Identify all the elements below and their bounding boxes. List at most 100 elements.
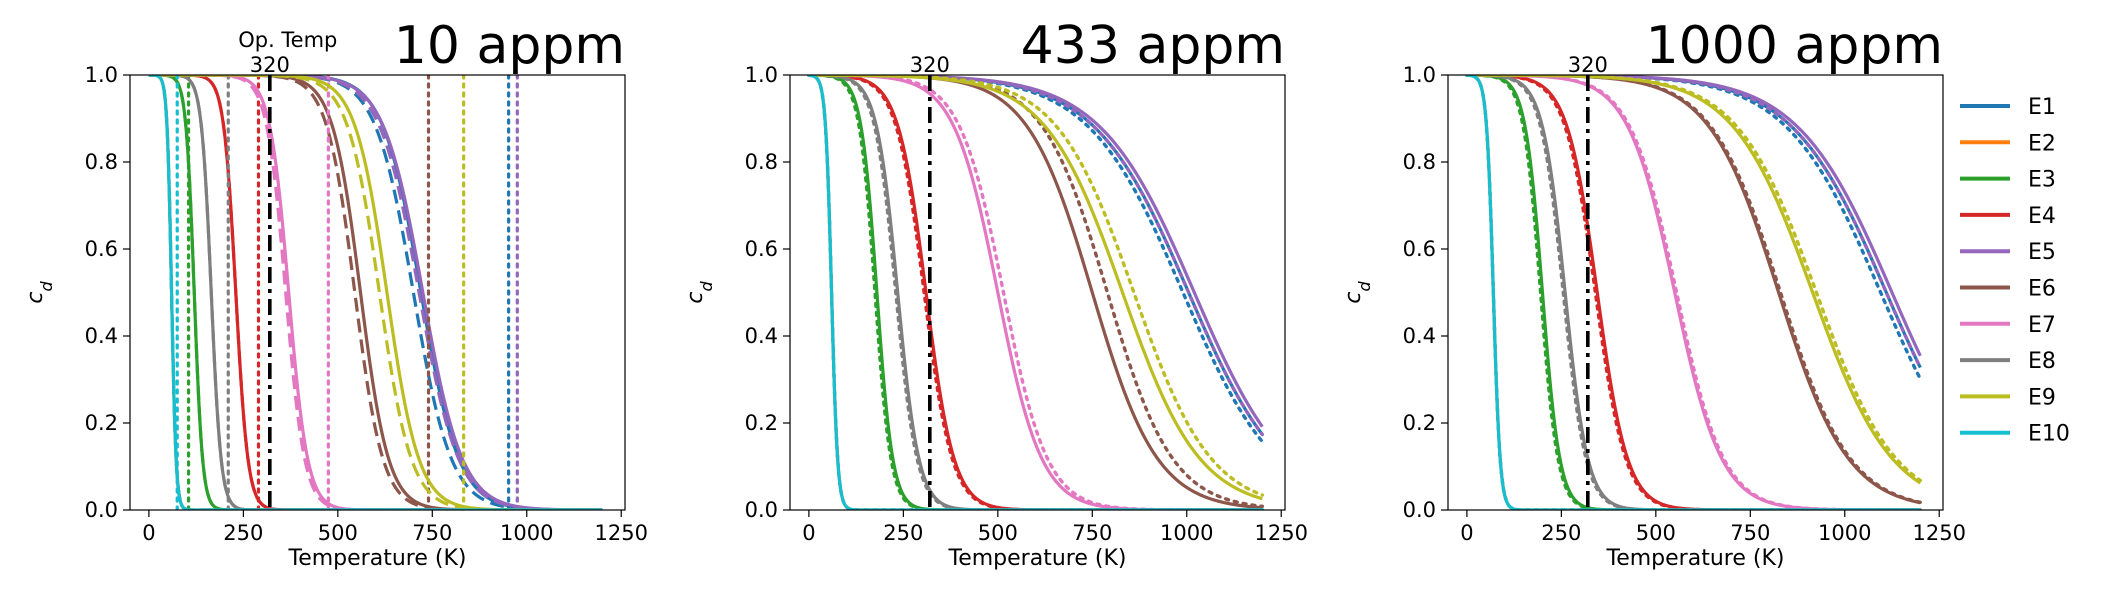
x-tick-label: 1000 <box>1818 521 1871 545</box>
y-tick-label: 0.0 <box>85 498 118 522</box>
panel-2: 0 250 500 750 1000 1250 0.0 0.2 0.4 0.6 0.8 1.0 Temp… <box>683 16 1308 571</box>
series-line-E8 <box>808 75 1263 510</box>
x-tick-label: 750 <box>1730 521 1770 545</box>
series-E8 <box>148 75 603 510</box>
series-line-E7 <box>148 75 603 510</box>
y-tick-label: 0.0 <box>745 498 778 522</box>
series-dashed-E7 <box>148 75 603 510</box>
x-tick-label: 500 <box>318 521 358 545</box>
y-axis-label-main: c <box>683 292 708 304</box>
series-E9 <box>148 75 603 510</box>
series-E8 <box>807 75 1265 510</box>
series-line-E5 <box>148 75 603 510</box>
panel-title: 10 appm <box>394 16 625 76</box>
y-tick-label: 0.2 <box>1403 411 1436 435</box>
x-tick-label: 750 <box>412 521 452 545</box>
series-dashed-E10 <box>148 75 603 510</box>
axes-frame <box>129 74 626 511</box>
x-tick-label: 0 <box>142 521 155 545</box>
y-tick-label: 0.4 <box>745 324 778 348</box>
y-axis-label: cd <box>683 281 716 304</box>
series-dotted-E10 <box>1465 75 1923 510</box>
series-E6 <box>148 75 603 510</box>
y-tick-label: 0.6 <box>1403 237 1436 261</box>
series-line-E8 <box>1466 75 1921 510</box>
y-tick-label: 0.0 <box>1403 498 1436 522</box>
series-line-E9 <box>1466 75 1922 485</box>
y-axis-label: cd <box>1341 281 1374 304</box>
y-tick-label: 0.6 <box>85 237 118 261</box>
series-dashed-E8 <box>148 75 603 510</box>
legend-label-E10: E10 <box>2028 422 2070 447</box>
series-line-E2 <box>148 75 603 510</box>
x-tick-label: 250 <box>1541 521 1581 545</box>
series-E5 <box>148 75 603 510</box>
y-tick-label: 0.4 <box>85 324 118 348</box>
series-dotted-E2 <box>1465 75 1923 510</box>
series-dotted-E7 <box>1465 75 1923 510</box>
series-E6 <box>1465 75 1923 505</box>
series-dashed-E9 <box>148 75 603 510</box>
op-temp-value-label: 320 <box>250 53 290 77</box>
series-line-E7 <box>1466 75 1921 510</box>
x-tick-label: 500 <box>978 521 1018 545</box>
series-dotted-E9 <box>1465 75 1923 483</box>
series-E4 <box>1465 75 1923 510</box>
series-dashed-E5 <box>148 75 603 510</box>
y-axis-label-sub: d <box>37 281 56 292</box>
series-line-E6 <box>1466 75 1921 505</box>
series-dotted-E8 <box>807 75 1265 510</box>
legend-label-E9: E9 <box>2028 385 2056 410</box>
series-line-E3 <box>1466 75 1921 510</box>
plot-area <box>807 75 1265 510</box>
plot-area <box>1465 75 1923 510</box>
op-temp-annotation: Op. Temp <box>238 28 337 52</box>
panel-title: 433 appm <box>1021 16 1285 76</box>
series-E1 <box>148 75 603 510</box>
x-axis-label: Temperature (K) <box>288 546 467 571</box>
series-line-E4 <box>1466 75 1921 510</box>
y-axis-label-sub: d <box>697 281 716 292</box>
x-tick-label: 250 <box>883 521 923 545</box>
series-E3 <box>148 75 603 510</box>
series-E9 <box>807 75 1265 501</box>
legend-label-E3: E3 <box>2028 168 2056 193</box>
x-tick-label: 500 <box>1636 521 1676 545</box>
series-line-E2 <box>1466 75 1921 510</box>
op-temp-value-label: 320 <box>910 53 950 77</box>
series-line-E10 <box>148 75 603 510</box>
x-axis-label: Temperature (K) <box>948 546 1127 571</box>
legend-label-E8: E8 <box>2028 349 2056 374</box>
legend: E1 E2 E3 E4 E5 E6 E7 E8 E9 E10 <box>1960 95 2070 447</box>
series-line-E1 <box>148 75 603 510</box>
legend-label-E5: E5 <box>2028 240 2056 265</box>
series-line-E6 <box>148 75 603 510</box>
series-dashed-E1 <box>148 75 603 510</box>
y-axis-label-main: c <box>23 292 48 304</box>
y-tick-label: 0.8 <box>745 150 778 174</box>
series-dashed-E2 <box>148 75 603 510</box>
panel-3: 0 250 500 750 1000 1250 0.0 0.2 0.4 0.6 0.8 1.0 Temp… <box>1341 16 1966 571</box>
series-dotted-E6 <box>1465 75 1923 505</box>
y-axis-label-sub: d <box>1355 281 1374 292</box>
x-tick-label: 0 <box>1460 521 1473 545</box>
series-dashed-E4 <box>148 75 603 510</box>
legend-label-E7: E7 <box>2028 313 2056 338</box>
x-tick-label: 1000 <box>1160 521 1213 545</box>
axes-frame <box>789 74 1286 511</box>
series-dashed-E3 <box>148 75 603 510</box>
x-tick-label: 0 <box>802 521 815 545</box>
x-tick-label: 1250 <box>1254 521 1307 545</box>
axes-frame <box>1447 74 1944 511</box>
series-dotted-E8 <box>1465 75 1923 510</box>
series-E8 <box>1465 75 1923 510</box>
y-axis-label: cd <box>23 281 56 304</box>
x-tick-label: 750 <box>1072 521 1112 545</box>
series-line-E3 <box>148 75 603 510</box>
legend-label-E2: E2 <box>2028 131 2056 156</box>
y-tick-label: 0.2 <box>85 411 118 435</box>
y-tick-label: 0.8 <box>1403 150 1436 174</box>
x-tick-label: 1250 <box>594 521 647 545</box>
series-E3 <box>807 75 1265 510</box>
